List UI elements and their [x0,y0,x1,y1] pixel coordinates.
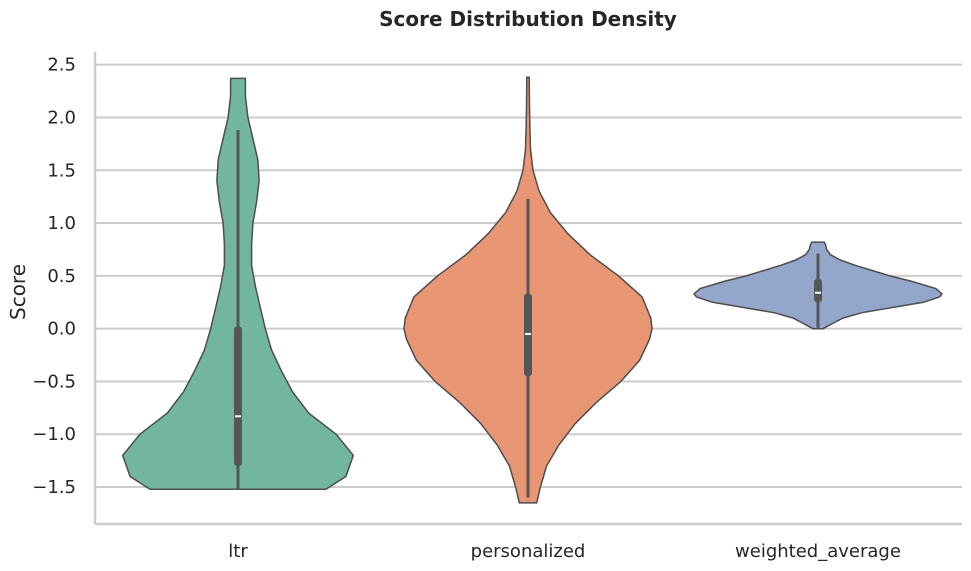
iqr-box-weighted_average [814,279,822,303]
y-tick-label: −1.0 [32,424,76,445]
y-tick-label: 2.0 [47,107,76,128]
x-tick-label: weighted_average [735,541,901,562]
x-tick-label: personalized [471,541,586,562]
y-tick-label: −1.5 [32,477,76,498]
y-tick-label: 1.5 [47,160,76,181]
y-axis-label: Score [6,264,30,320]
y-tick-label: 0.0 [47,319,76,340]
y-tick-label: 2.5 [47,55,76,76]
x-tick-labels: ltr personalized weighted_average [228,541,901,562]
y-tick-labels: −1.5 −1.0 −0.5 0.0 0.5 1.0 1.5 2.0 2.5 [32,55,76,498]
y-tick-label: 0.5 [47,266,76,287]
y-tick-label: 1.0 [47,213,76,234]
violins [121,76,944,504]
iqr-box-ltr [234,326,242,466]
x-tick-label: ltr [228,541,248,562]
chart-title: Score Distribution Density [379,7,677,31]
y-tick-label: −0.5 [32,371,76,392]
iqr-box-personalized [524,293,532,377]
